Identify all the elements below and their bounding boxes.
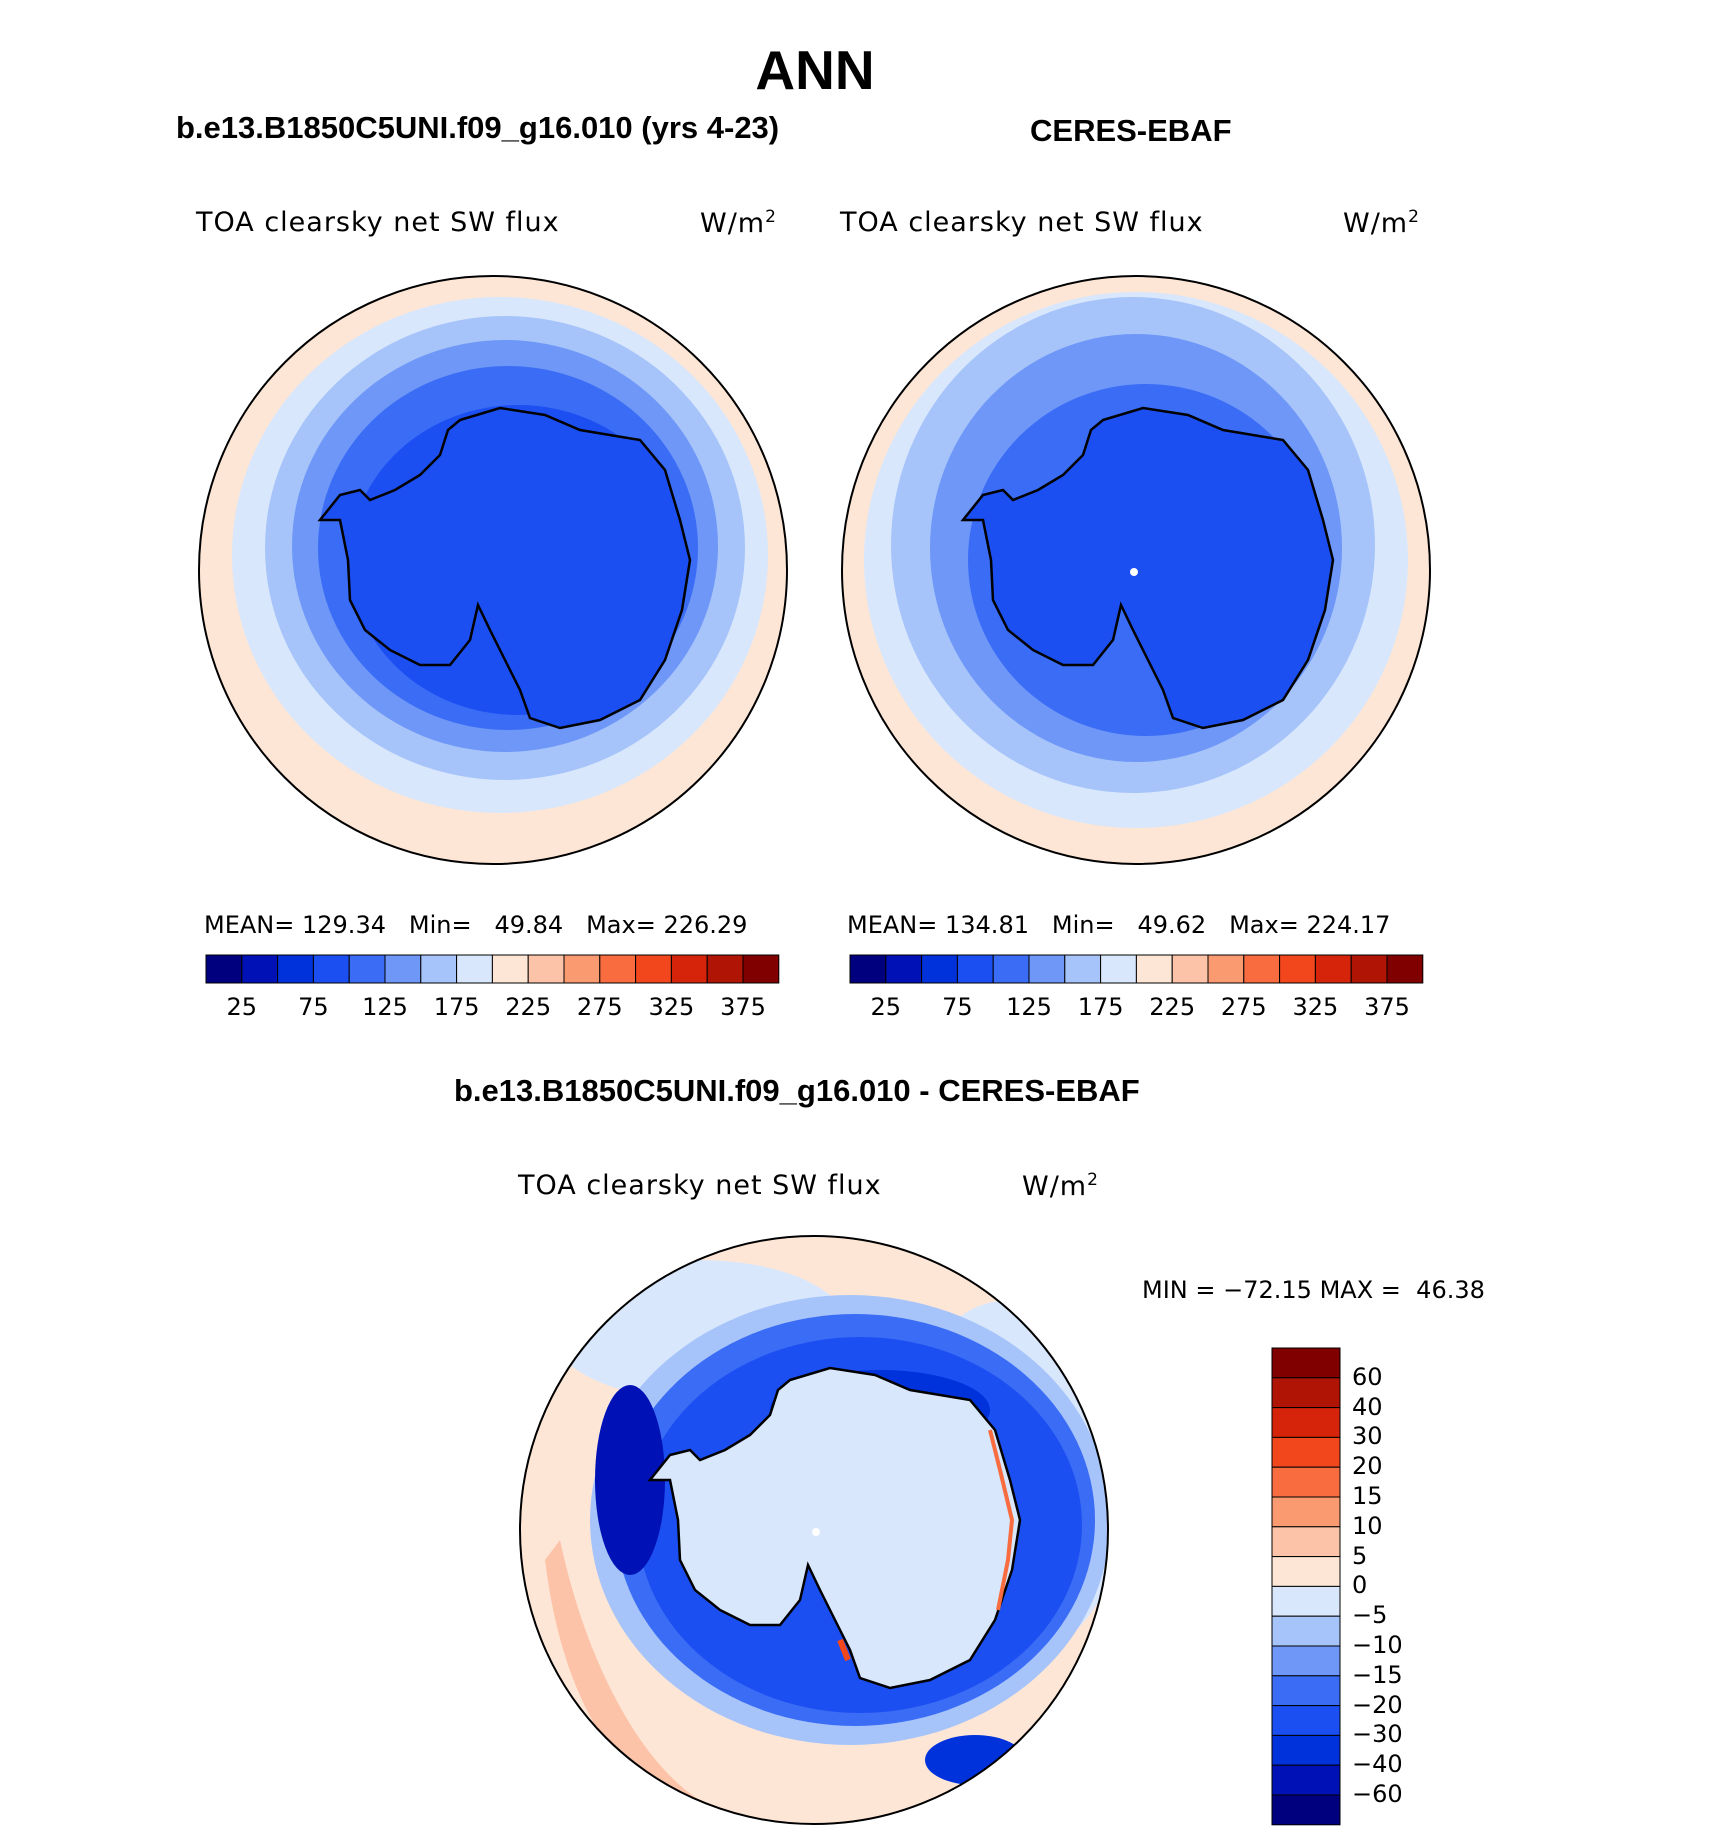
colorbar-box [1271, 1615, 1341, 1647]
colorbar-tick-label: −30 [1352, 1720, 1403, 1749]
colorbar-box [1135, 954, 1173, 984]
colorbar-box [885, 954, 923, 984]
colorbar-box [563, 954, 601, 984]
colorbar-box [1271, 1675, 1341, 1707]
colorbar-box [849, 954, 887, 984]
colorbar-box [921, 954, 958, 984]
colorbar-box [1271, 1734, 1341, 1766]
colorbar-box [1271, 1496, 1341, 1528]
colorbar-box [312, 954, 350, 984]
diff-heading: b.e13.B1850C5UNI.f09_g16.010 - CERES-EBA… [454, 1073, 1140, 1108]
colorbar-tick-label: −10 [1352, 1631, 1403, 1659]
antarctica-coast-diff [647, 1366, 1022, 1690]
colorbar-box [635, 954, 672, 984]
colorbar-tick-label: 175 [1077, 993, 1124, 1021]
colorbar-model [205, 954, 780, 984]
colorbar-box [348, 954, 386, 984]
colorbar-box [956, 954, 994, 984]
colorbar-tick-label: 325 [648, 993, 695, 1021]
colorbar-box [1271, 1764, 1341, 1796]
colorbar-box [1271, 1347, 1341, 1379]
colorbar-tick-label: 15 [1352, 1482, 1383, 1510]
colorbar-box [1271, 1377, 1341, 1409]
colorbar-tick-label: 10 [1352, 1511, 1383, 1540]
colorbar-box [1171, 954, 1209, 984]
colorbar-box [1271, 1556, 1341, 1587]
colorbar-box [384, 954, 422, 984]
colorbar-box [742, 954, 780, 984]
colorbar-box [1271, 1705, 1341, 1736]
colorbar-box [1271, 1794, 1341, 1826]
colorbar-tick-label: 275 [1220, 993, 1267, 1021]
colorbar-tick-label: 25 [226, 993, 258, 1021]
panel-obs-variable: TOA clearsky net SW flux [840, 207, 1204, 238]
colorbar-box [1271, 1407, 1341, 1438]
colorbar-tick-label: 30 [1352, 1422, 1383, 1451]
colorbar-box [277, 954, 314, 984]
colorbar-tick-label: 225 [505, 993, 552, 1021]
colorbar-box [1350, 954, 1388, 984]
panel-model-variable: TOA clearsky net SW flux [196, 207, 560, 238]
colorbar-box [1314, 954, 1352, 984]
colorbar-tick-label: 0 [1352, 1571, 1368, 1600]
colorbar-box [1271, 1585, 1341, 1617]
colorbar-tick-label: 275 [576, 993, 623, 1021]
colorbar-box [599, 954, 637, 984]
colorbar-box [420, 954, 458, 984]
colorbar-box [1386, 954, 1424, 984]
panel-obs-units: W/m2 [1343, 207, 1420, 239]
colorbar-tick-label: −20 [1352, 1690, 1403, 1719]
colorbar-tick-label: 75 [942, 993, 973, 1021]
diff-variable: TOA clearsky net SW flux [518, 1170, 882, 1201]
colorbar-box [1279, 954, 1316, 984]
diff-min-max: MIN = −72.15 MAX = 46.38 [1142, 1276, 1485, 1304]
panel-obs-stats: MEAN= 134.81 Min= 49.62 Max= 224.17 [847, 911, 1391, 939]
colorbar-box [1243, 954, 1281, 984]
colorbar-tick-label: −60 [1352, 1780, 1403, 1808]
panel-model-units: W/m2 [700, 207, 777, 239]
colorbar-tick-label: 20 [1352, 1452, 1383, 1481]
colorbar-box [1100, 954, 1137, 984]
colorbar-tick-label: 125 [362, 993, 408, 1021]
colorbar-tick-label: −15 [1352, 1660, 1403, 1689]
colorbar-tick-label: 125 [1006, 993, 1052, 1021]
colorbar-tick-label: 175 [433, 993, 480, 1021]
colorbar-box [992, 954, 1030, 984]
colorbar-box [456, 954, 493, 984]
colorbar-tick-label: −40 [1352, 1750, 1403, 1779]
colorbar-box [1271, 1466, 1341, 1498]
colorbar-tick-label: 325 [1292, 993, 1339, 1021]
antarctica-coast-model [317, 406, 692, 730]
panel-obs-heading: CERES-EBAF [1030, 113, 1232, 148]
colorbar-box [1271, 1526, 1341, 1558]
colorbar-box [1028, 954, 1066, 984]
colorbar-tick-label: 60 [1352, 1362, 1383, 1391]
colorbar-tick-label: 5 [1352, 1541, 1368, 1570]
colorbar-box [1271, 1645, 1341, 1677]
colorbar-tick-label: 225 [1149, 993, 1196, 1021]
figure-title: ANN [755, 39, 875, 101]
colorbar-tick-label: 375 [1364, 993, 1410, 1021]
colorbar-box [1064, 954, 1102, 984]
colorbar-box [1271, 1436, 1341, 1468]
colorbar-diff [1271, 1347, 1341, 1826]
colorbar-tick-label: −5 [1352, 1601, 1388, 1630]
panel-model-heading: b.e13.B1850C5UNI.f09_g16.010 (yrs 4-23) [176, 110, 780, 145]
colorbar-box [670, 954, 708, 984]
colorbar-obs [849, 954, 1424, 984]
antarctica-coast-obs [960, 406, 1335, 730]
panel-model-stats: MEAN= 129.34 Min= 49.84 Max= 226.29 [204, 911, 748, 939]
colorbar-box [527, 954, 565, 984]
colorbar-tick-label: 375 [720, 993, 766, 1021]
colorbar-box [706, 954, 744, 984]
colorbar-box [1207, 954, 1245, 984]
colorbar-tick-label: 25 [870, 993, 902, 1021]
colorbar-box [491, 954, 529, 984]
colorbar-box [205, 954, 243, 984]
colorbar-tick-label: 40 [1352, 1392, 1383, 1421]
colorbar-box [241, 954, 279, 984]
diff-units: W/m2 [1022, 1170, 1099, 1202]
colorbar-tick-label: 75 [298, 993, 329, 1021]
